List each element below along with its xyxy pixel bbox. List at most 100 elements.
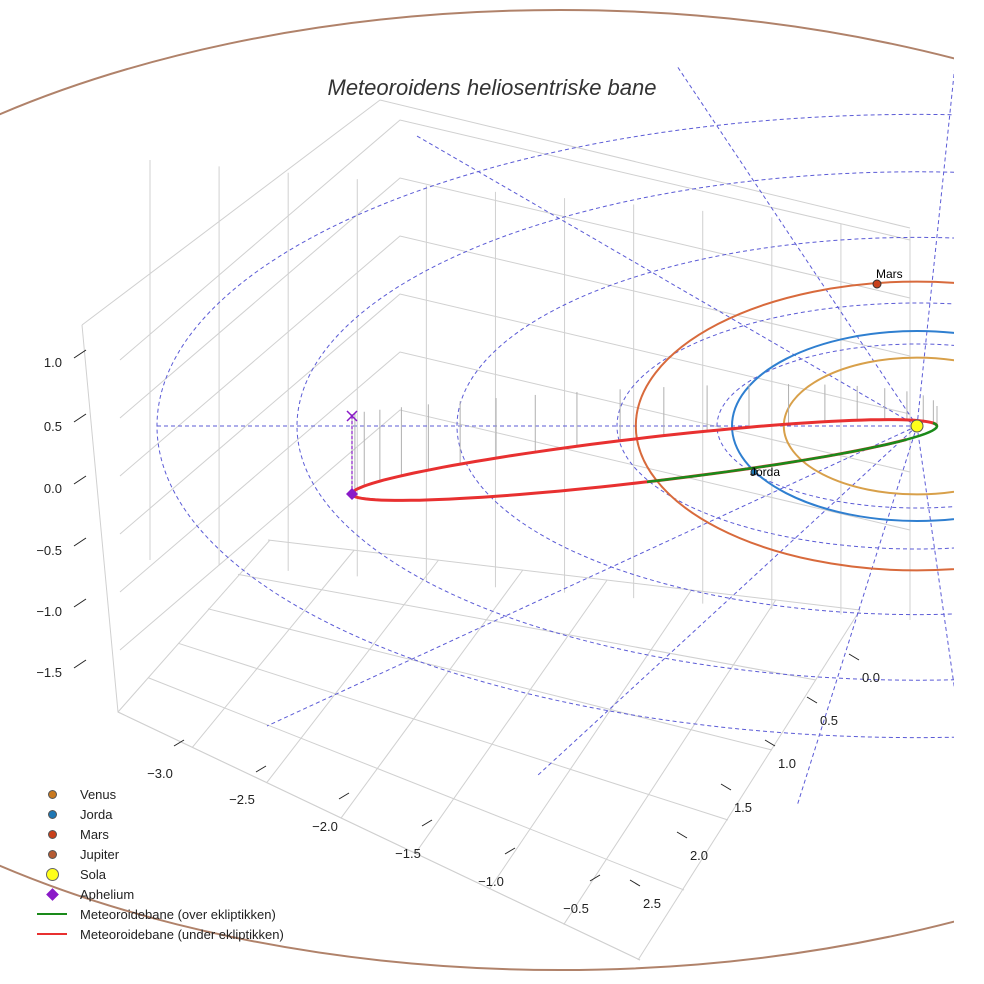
- legend-label: Jupiter: [80, 846, 120, 862]
- legend-label: Meteoroidebane (under ekliptikken): [80, 926, 284, 942]
- floor-grid: [563, 599, 777, 925]
- y-tick-mark: [629, 879, 641, 887]
- reference-radial-2: [416, 135, 918, 427]
- x-tick-label: −2.5: [229, 792, 255, 807]
- orbit-venus: [782, 356, 954, 496]
- y-tick-label: 2.5: [643, 896, 661, 911]
- y-tick-label: 2.0: [690, 848, 708, 863]
- floor-grid: [340, 569, 524, 819]
- reference-radial-7: [916, 425, 954, 689]
- z-tick-mark: [73, 349, 87, 359]
- legend-label: Meteoroidebane (over ekliptikken): [80, 906, 276, 922]
- x-tick-label: −3.0: [147, 766, 173, 781]
- x-tick-mark: [338, 792, 350, 800]
- y-tick-label: 0.5: [820, 713, 838, 728]
- legend-item: Mars: [36, 824, 284, 844]
- reference-ring-3: [296, 171, 954, 681]
- y-tick-label: 1.5: [734, 800, 752, 815]
- legend-marker: [36, 844, 68, 864]
- legend-item: Jupiter: [36, 844, 284, 864]
- reference-radial-5: [796, 425, 918, 807]
- y-tick-mark: [720, 783, 732, 791]
- x-tick-label: −0.5: [563, 901, 589, 916]
- legend-item: Aphelium: [36, 884, 284, 904]
- x-tick-mark: [504, 847, 516, 855]
- x-tick-mark: [255, 765, 267, 773]
- grid-horizontal: [119, 235, 911, 477]
- floor-grid: [266, 559, 439, 784]
- legend-item: Sola: [36, 864, 284, 884]
- earth-marker: [750, 468, 758, 476]
- reference-radial-6: [916, 69, 954, 427]
- axis-ticks: 1.0 0.5 0.0 −0.5 −1.0 −1.5 −3.0 −2.5 −2.0 −1.5 −1.…: [36, 349, 880, 916]
- x-tick-mark: [421, 819, 433, 827]
- reference-ring-1: [616, 302, 954, 550]
- z-tick-label: 0.0: [44, 481, 62, 496]
- grid-horizontal: [119, 293, 911, 535]
- legend-marker: [36, 864, 68, 884]
- aphelion-projection-marker: [346, 410, 358, 422]
- x-tick-label: −1.0: [478, 874, 504, 889]
- grid-horizontal: [119, 177, 911, 419]
- z-tick-label: −1.0: [36, 604, 62, 619]
- floor-grid: [637, 609, 861, 961]
- y-tick-mark: [848, 653, 860, 661]
- orbit-jorda: [731, 330, 954, 522]
- floor-grid: [191, 549, 355, 748]
- floor-grid: [117, 539, 271, 713]
- floor-grid: [414, 579, 608, 855]
- legend-marker: [36, 804, 68, 824]
- x-tick-label: −2.0: [312, 819, 338, 834]
- mars-label: Mars: [876, 267, 903, 281]
- z-tick-mark: [73, 475, 87, 485]
- y-tick-mark: [806, 696, 818, 704]
- back-wall-top: [81, 99, 911, 326]
- legend: Venus Jorda Mars Jupiter Sola Aphelium Meteoro…: [36, 784, 284, 944]
- floor-grid: [177, 642, 729, 821]
- y-tick-mark: [764, 739, 776, 747]
- x-tick-label: −1.5: [395, 846, 421, 861]
- chart-title: Meteoroidens heliosentriske bane: [328, 75, 657, 100]
- z-tick-label: −0.5: [36, 543, 62, 558]
- y-tick-label: 1.0: [778, 756, 796, 771]
- earth-label: Jorda: [750, 465, 780, 479]
- legend-marker: [36, 924, 68, 944]
- z-tick-label: 1.0: [44, 355, 62, 370]
- grid-horizontal: [119, 409, 911, 651]
- legend-label: Mars: [80, 826, 109, 842]
- z-tick-mark: [73, 413, 87, 423]
- legend-item: Meteoroidebane (under ekliptikken): [36, 924, 284, 944]
- orbit-jupiter: [0, 9, 954, 971]
- legend-item: Venus: [36, 784, 284, 804]
- legend-label: Sola: [80, 866, 107, 882]
- z-tick-mark: [73, 537, 87, 547]
- x-tick-mark: [173, 739, 185, 747]
- z-tick-label: −1.5: [36, 665, 62, 680]
- grid-horizontal: [119, 119, 911, 361]
- legend-marker: [36, 784, 68, 804]
- meteoroid-orbit-above: [646, 421, 939, 484]
- y-tick-mark: [676, 831, 688, 839]
- z-tick-label: 0.5: [44, 419, 62, 434]
- axes-grid: [81, 99, 911, 961]
- reference-radial-1: [266, 425, 918, 727]
- y-tick-label: 0.0: [862, 670, 880, 685]
- orbit-mars: [634, 280, 954, 572]
- legend-item: Jorda: [36, 804, 284, 824]
- floor-grid: [237, 573, 817, 681]
- grid-horizontal: [119, 351, 911, 593]
- scene: Mars Jorda: [0, 9, 954, 971]
- legend-marker: [36, 904, 68, 924]
- floor-grid: [117, 711, 641, 961]
- legend-label: Jorda: [80, 806, 113, 822]
- sun-marker: [910, 419, 924, 433]
- floor-grid: [267, 539, 861, 611]
- legend-marker: [36, 824, 68, 844]
- aphelion-marker: [346, 488, 358, 500]
- mars-marker: [872, 279, 882, 289]
- legend-item: Meteoroidebane (over ekliptikken): [36, 904, 284, 924]
- reference-radial-4: [676, 65, 918, 427]
- z-tick-mark: [73, 659, 87, 669]
- legend-marker: [36, 884, 68, 904]
